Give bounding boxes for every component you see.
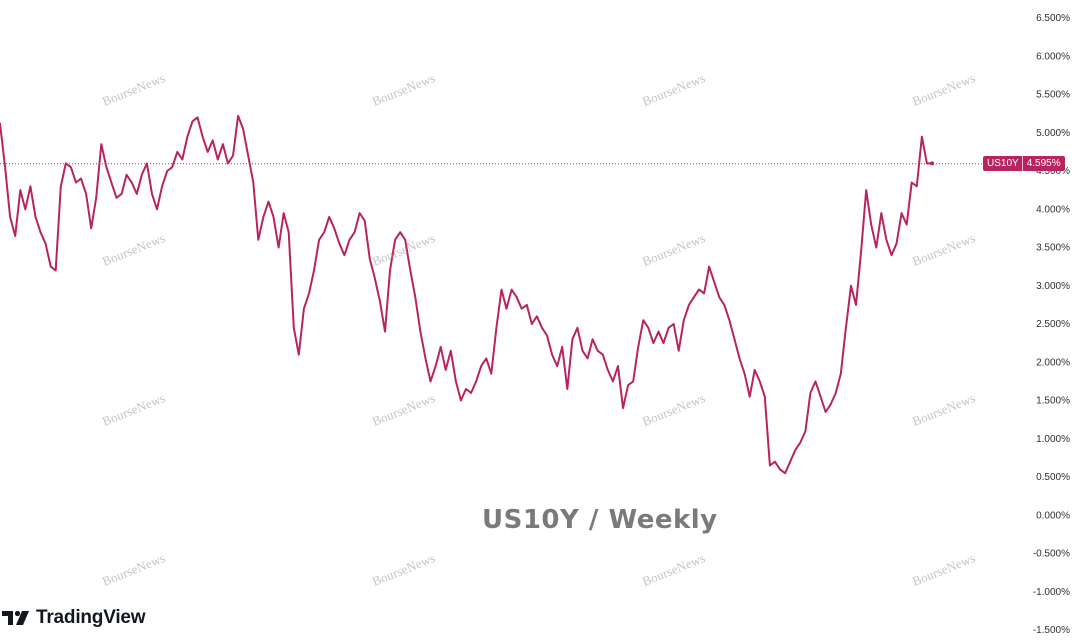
y-tick-label: 5.000% xyxy=(1036,128,1070,139)
y-tick-label: 2.000% xyxy=(1036,357,1070,368)
tradingview-logo-icon xyxy=(2,610,29,625)
y-tick-label: 1.000% xyxy=(1036,434,1070,445)
tradingview-logo[interactable]: TradingView xyxy=(2,607,146,629)
last-price-value: 4.595% xyxy=(1026,158,1061,169)
y-tick-label: 6.500% xyxy=(1036,13,1070,24)
y-tick-label: 0.000% xyxy=(1036,510,1070,521)
y-tick-label: 2.500% xyxy=(1036,319,1070,330)
y-axis: 6.500% 6.000% 5.500% 5.000% 4.500% 4.000% 3.50… xyxy=(1033,13,1070,636)
y-tick-label: 5.500% xyxy=(1036,90,1070,101)
last-price-badge: US10Y 4.595% xyxy=(983,156,1065,171)
tradingview-logo-text: TradingView xyxy=(36,607,146,628)
y-tick-label: -1.500% xyxy=(1033,625,1070,636)
y-tick-label: -0.500% xyxy=(1033,549,1070,560)
y-tick-label: 3.000% xyxy=(1036,281,1070,292)
series-line xyxy=(0,114,933,475)
symbol-label: US10Y xyxy=(983,156,1023,171)
chart-title: US10Y / Weekly xyxy=(482,505,718,535)
y-tick-label: -1.000% xyxy=(1033,587,1070,598)
last-point-marker xyxy=(930,161,934,166)
y-tick-label: 0.500% xyxy=(1036,472,1070,483)
y-tick-label: 4.000% xyxy=(1036,204,1070,215)
y-tick-label: 4.500% xyxy=(1036,166,1070,177)
y-tick-label: 3.500% xyxy=(1036,243,1070,254)
y-tick-label: 6.000% xyxy=(1036,51,1070,62)
y-tick-label: 1.500% xyxy=(1036,396,1070,407)
